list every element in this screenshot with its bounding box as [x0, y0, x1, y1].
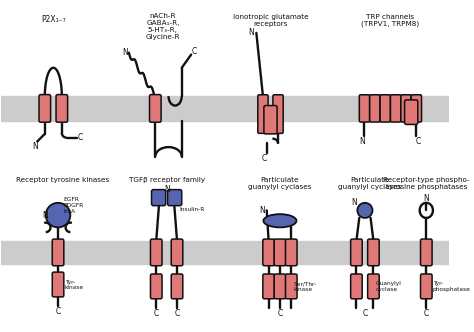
FancyBboxPatch shape	[150, 239, 162, 266]
FancyBboxPatch shape	[52, 239, 64, 266]
Text: Guanylyl
cyclase: Guanylyl cyclase	[375, 282, 401, 292]
Text: N: N	[164, 185, 170, 194]
Text: N: N	[360, 137, 365, 146]
Text: Tyr-
kinase: Tyr- kinase	[64, 280, 84, 290]
Text: Insulin-R: Insulin-R	[180, 207, 205, 212]
Text: C: C	[261, 154, 266, 163]
Text: N: N	[249, 28, 255, 38]
Text: Particulate
guanylyl cyclases: Particulate guanylyl cyclases	[338, 177, 401, 190]
Text: Ionotropic glutamate
receptors: Ionotropic glutamate receptors	[233, 14, 308, 27]
Bar	[1, 241, 449, 264]
FancyBboxPatch shape	[168, 190, 182, 206]
Text: C: C	[174, 309, 180, 318]
Text: TGFβ receptor family: TGFβ receptor family	[128, 177, 205, 183]
FancyBboxPatch shape	[351, 239, 362, 266]
FancyBboxPatch shape	[411, 95, 421, 122]
FancyBboxPatch shape	[368, 274, 379, 299]
FancyBboxPatch shape	[258, 95, 268, 133]
Text: N: N	[423, 194, 429, 203]
FancyBboxPatch shape	[149, 95, 161, 122]
FancyBboxPatch shape	[152, 190, 166, 206]
FancyBboxPatch shape	[263, 239, 274, 266]
Text: nACh-R
GABA₁-R,
5-HT₃-R,
Glycine-R: nACh-R GABA₁-R, 5-HT₃-R, Glycine-R	[146, 13, 180, 40]
Text: C: C	[55, 307, 61, 316]
FancyBboxPatch shape	[285, 239, 297, 266]
FancyBboxPatch shape	[264, 106, 277, 134]
FancyBboxPatch shape	[405, 100, 418, 124]
FancyBboxPatch shape	[359, 95, 370, 122]
FancyBboxPatch shape	[274, 274, 286, 299]
Text: N: N	[259, 206, 265, 215]
FancyBboxPatch shape	[391, 95, 401, 122]
Text: N: N	[122, 48, 128, 57]
Ellipse shape	[357, 203, 373, 218]
Text: Ser/Thr-
kinase: Ser/Thr- kinase	[293, 282, 316, 292]
FancyBboxPatch shape	[171, 274, 183, 299]
FancyBboxPatch shape	[171, 239, 183, 266]
Text: C: C	[191, 47, 197, 56]
FancyBboxPatch shape	[263, 274, 274, 299]
Text: Tyr-
phosphatase: Tyr- phosphatase	[433, 282, 471, 292]
FancyBboxPatch shape	[274, 239, 286, 266]
FancyBboxPatch shape	[401, 95, 411, 122]
Text: P2X₁₋₇: P2X₁₋₇	[41, 15, 65, 24]
Text: Receptor tyrosine kinases: Receptor tyrosine kinases	[16, 177, 109, 183]
Text: Receptor-type phospho-
tyrosine phosphatases: Receptor-type phospho- tyrosine phosphat…	[383, 177, 470, 190]
Text: Particulate
guanylyl cyclases: Particulate guanylyl cyclases	[248, 177, 312, 190]
FancyBboxPatch shape	[150, 274, 162, 299]
FancyBboxPatch shape	[368, 239, 379, 266]
Bar	[1, 96, 449, 121]
FancyBboxPatch shape	[420, 239, 432, 266]
Text: C: C	[424, 309, 429, 318]
FancyBboxPatch shape	[370, 95, 380, 122]
Text: C: C	[78, 133, 83, 142]
Text: C: C	[277, 309, 283, 318]
FancyBboxPatch shape	[351, 274, 362, 299]
Ellipse shape	[46, 203, 70, 227]
FancyBboxPatch shape	[52, 272, 64, 297]
FancyBboxPatch shape	[420, 274, 432, 299]
Text: EGFR
PDGFR
trkA: EGFR PDGFR trkA	[64, 197, 84, 214]
Text: N: N	[42, 210, 48, 219]
FancyBboxPatch shape	[380, 95, 391, 122]
Text: TRP channels
(TRPV1, TRPM8): TRP channels (TRPV1, TRPM8)	[361, 14, 419, 28]
FancyBboxPatch shape	[273, 95, 283, 133]
Text: C: C	[154, 309, 159, 318]
Text: C: C	[362, 309, 367, 318]
Ellipse shape	[264, 214, 296, 227]
Text: C: C	[416, 137, 421, 146]
FancyBboxPatch shape	[56, 95, 68, 122]
Text: N: N	[352, 198, 357, 207]
Text: N: N	[33, 142, 38, 151]
FancyBboxPatch shape	[39, 95, 51, 122]
FancyBboxPatch shape	[285, 274, 297, 299]
